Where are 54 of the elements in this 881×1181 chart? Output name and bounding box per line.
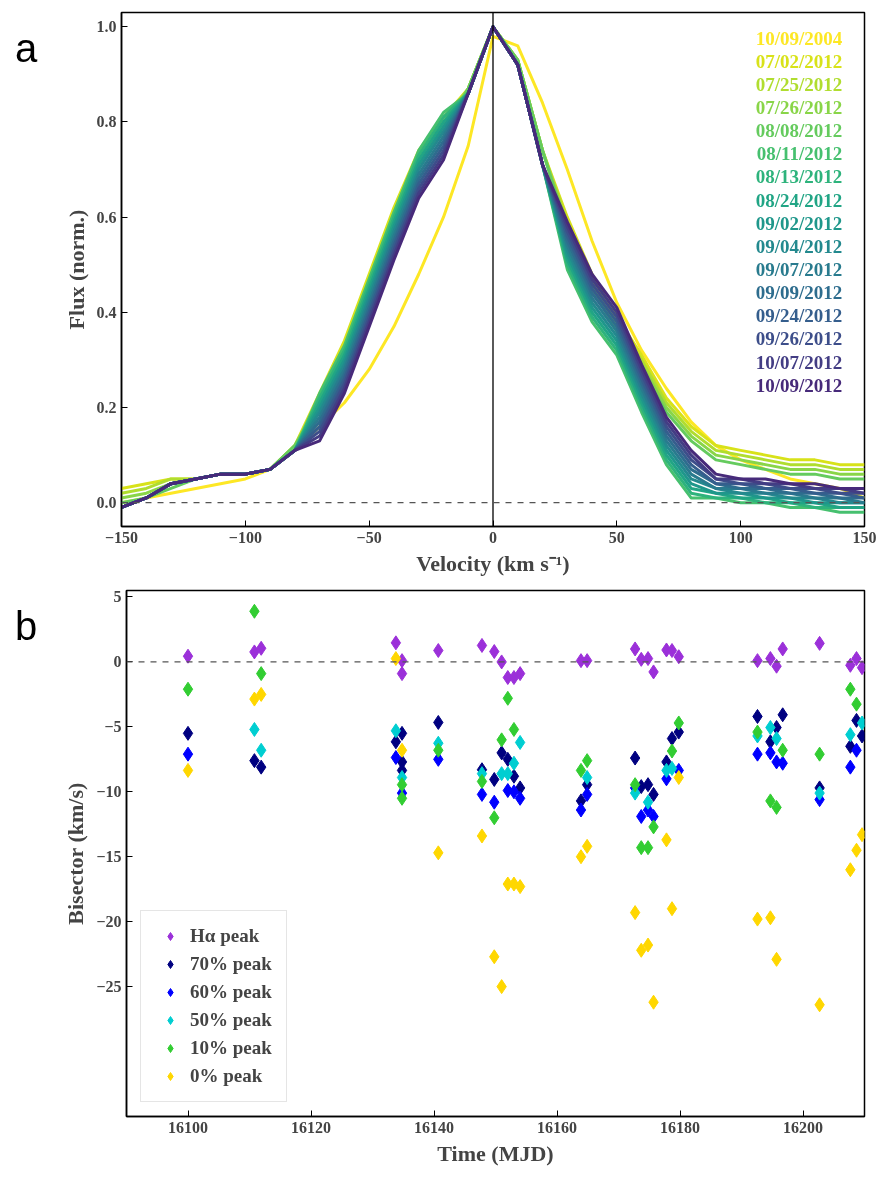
y-tick-label: 0.6 — [96, 208, 117, 226]
legend-label: 70% peak — [190, 953, 272, 975]
x-tick-label: 50 — [608, 528, 625, 546]
x-tick-label: −100 — [228, 528, 262, 546]
text: 10/09/2012 — [755, 374, 843, 396]
y-tick-label: −10 — [96, 783, 122, 801]
x-tick-label: 16140 — [414, 1118, 454, 1136]
text: 07/26/2012 — [755, 97, 843, 119]
x-tick-label: 16160 — [537, 1118, 577, 1136]
y-tick-label: −20 — [96, 913, 122, 931]
x-axis-title: Velocity (km s⁻¹) — [416, 550, 570, 576]
y-axis-title: Flux (norm.) — [63, 209, 89, 330]
text: b — [15, 603, 38, 650]
x-tick-label: 100 — [728, 528, 753, 546]
y-tick-label: 1.0 — [96, 18, 117, 36]
x-tick-label: 150 — [852, 528, 877, 546]
text: 09/24/2012 — [755, 305, 843, 327]
x-tick-label: 16100 — [168, 1118, 208, 1136]
text: 10/07/2012 — [755, 351, 843, 373]
text: 09/02/2012 — [755, 212, 843, 234]
text: 10/09/2004 — [755, 27, 843, 49]
y-tick-label: 0.0 — [96, 494, 117, 512]
x-tick-label: 0 — [489, 528, 497, 546]
text: 09/07/2012 — [755, 259, 843, 280]
text: 08/24/2012 — [755, 189, 843, 211]
x-tick-label: −50 — [356, 528, 382, 546]
text: a — [15, 25, 38, 72]
y-tick-label: 0 — [113, 653, 122, 671]
y-axis-title: Bisector (km/s) — [63, 782, 89, 925]
text: 09/09/2012 — [755, 282, 843, 304]
legend-label: 50% peak — [190, 1009, 272, 1031]
text: 07/25/2012 — [755, 73, 843, 95]
legend-label: 60% peak — [190, 981, 272, 1003]
x-tick-label: 16120 — [291, 1118, 331, 1136]
text: 07/02/2012 — [755, 50, 843, 72]
text: 09/26/2012 — [755, 328, 843, 350]
text: 08/13/2012 — [755, 166, 843, 188]
y-tick-label: 0.2 — [96, 399, 117, 417]
text: 09/04/2012 — [755, 235, 843, 257]
x-axis-title: Time (MJD) — [437, 1140, 554, 1166]
y-tick-label: 5 — [113, 588, 122, 606]
x-tick-label: −150 — [104, 528, 139, 546]
x-tick-label: 16200 — [783, 1118, 823, 1136]
legend-label: Hα peak — [190, 925, 260, 947]
legend-label: 0% peak — [190, 1065, 263, 1087]
y-tick-label: −25 — [96, 978, 122, 996]
legend-label: 10% peak — [190, 1037, 272, 1059]
y-tick-label: 0.4 — [96, 303, 117, 321]
text: 08/11/2012 — [756, 143, 843, 165]
y-tick-label: −5 — [104, 718, 122, 736]
y-tick-label: −15 — [96, 848, 122, 866]
x-tick-label: 16180 — [660, 1118, 700, 1136]
y-tick-label: 0.8 — [96, 113, 117, 131]
text: 08/08/2012 — [755, 120, 843, 142]
